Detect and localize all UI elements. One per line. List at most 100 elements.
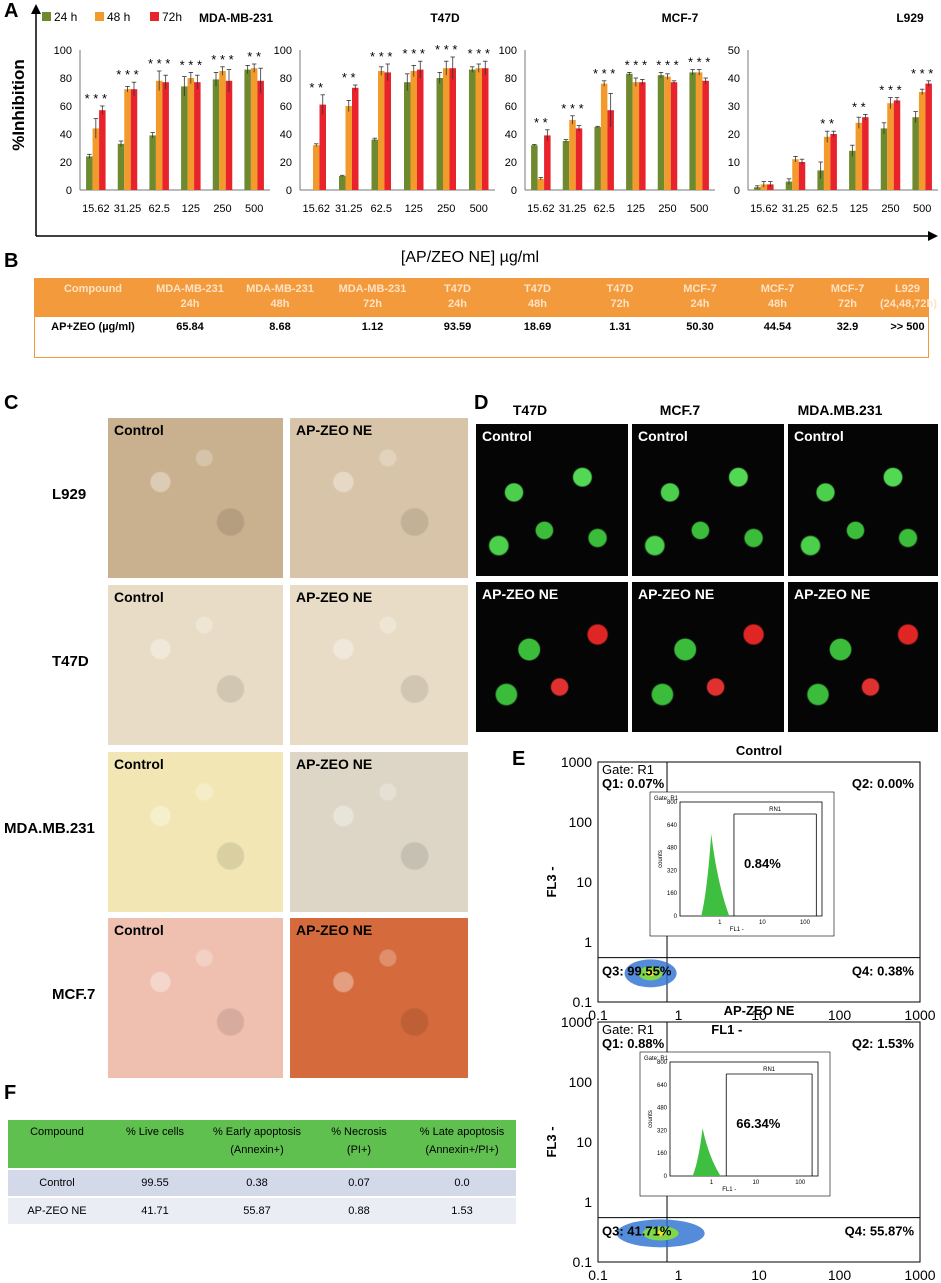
bar <box>569 120 576 190</box>
chart-title: MDA-MB-231 <box>199 11 273 25</box>
x-tick-label: 31.25 <box>335 203 363 215</box>
x-tick-label: 250 <box>881 203 899 215</box>
significance-marker: * * * <box>116 67 138 82</box>
inset-axes <box>679 801 823 917</box>
flow-frame <box>597 761 921 1003</box>
inset-y-tick: 640 <box>657 1083 668 1089</box>
x-tick-label: 250 <box>437 203 455 215</box>
x-tick-label: 31.25 <box>782 203 810 215</box>
significance-marker: * * <box>247 49 261 64</box>
y-tick-label: 50 <box>728 45 740 57</box>
inset-gate: Gate: R1 <box>644 1056 669 1062</box>
bar <box>124 89 131 190</box>
y-tick-label: 0 <box>734 185 740 197</box>
significance-marker: * * * <box>85 91 107 106</box>
legend-label: 72h <box>162 10 182 24</box>
legend-swatch <box>95 12 104 21</box>
bar <box>469 69 476 190</box>
ic50-header-cell: Compound <box>43 283 143 298</box>
fluorescence-column-label: MDA.MB.231 <box>797 402 883 418</box>
header-line: MDA-MB-231 <box>246 283 314 295</box>
bar <box>544 135 551 190</box>
apoptosis-value-cell: 0.0 <box>454 1177 470 1189</box>
bar <box>830 134 837 190</box>
ic50-header-cell: T47D 72h <box>580 283 660 310</box>
q4-label: Q4: 55.87% <box>845 1224 915 1239</box>
flow-title: AP-ZEO NE <box>724 1003 795 1018</box>
y-axis-arrow <box>31 4 41 14</box>
micrograph-label: AP-ZEO NE <box>482 586 559 602</box>
apoptosis-header-cell: % Necrosis (PI+) <box>310 1126 408 1156</box>
bar <box>475 68 482 190</box>
flow-x-label: FL1 - <box>711 1022 742 1037</box>
x-tick-label: 125 <box>405 203 423 215</box>
significance-marker: * * * <box>468 46 490 61</box>
y-tick-label: 60 <box>280 101 292 113</box>
y-axis-title: %Inhibition <box>9 59 28 151</box>
cell-line-label: MDA.MB.231 <box>4 820 95 837</box>
ic50-header-cell: MDA-MB-231 48h <box>235 283 325 310</box>
chart-mda-mb-231: MDA-MB-231 0 20 40 60 80 100 15.62 * * * 31.25 * *… <box>54 11 274 215</box>
bar <box>436 78 443 190</box>
apoptosis-header-cell: % Early apoptosis (Annexin+) <box>204 1126 310 1156</box>
micrograph-label: AP-ZEO NE <box>296 922 373 938</box>
control-micrograph: Control <box>108 418 283 578</box>
flow-y-tick: 0.1 <box>573 994 593 1010</box>
apoptosis-header-cell: % Live cells <box>106 1126 204 1144</box>
inset-y-tick: 320 <box>667 868 678 874</box>
rn1-label: RN1 <box>763 1067 776 1073</box>
q2-label: Q2: 0.00% <box>852 776 915 791</box>
bar <box>345 106 352 190</box>
flow-x-tick: 0.1 <box>588 1007 608 1023</box>
header-line: MCF-7 <box>760 283 795 295</box>
panel-label-b: B <box>4 250 19 272</box>
y-tick-label: 10 <box>728 157 740 169</box>
header-line: 24h <box>180 298 200 310</box>
header-line: Compound <box>30 1126 84 1138</box>
significance-marker: * * <box>309 80 323 95</box>
apoptosis-value-cell: 0.88 <box>348 1205 370 1217</box>
ic50-header-cell: MDA-MB-231 24h <box>145 283 235 310</box>
header-line: % Late apoptosis <box>419 1126 505 1138</box>
y-tick-label: 80 <box>505 73 517 85</box>
inset-percentage: 66.34% <box>736 1116 781 1131</box>
apoptosis-value-cell: 0.07 <box>348 1177 370 1189</box>
bar <box>702 80 709 190</box>
chart-title: T47D <box>430 11 460 25</box>
bar <box>664 76 671 190</box>
ic50-header-cell: MCF-7 24h <box>660 283 740 310</box>
x-tick-label: 250 <box>658 203 676 215</box>
significance-marker: * * * <box>561 101 583 116</box>
flow-y-tick: 1 <box>584 1194 592 1210</box>
x-tick-label: 15.62 <box>750 203 778 215</box>
micrograph-label: AP-ZEO NE <box>296 589 373 605</box>
flow-y-label: FL3 - <box>544 866 559 897</box>
x-tick-label: 125 <box>182 203 200 215</box>
bar <box>537 178 545 190</box>
bar <box>219 71 226 190</box>
x-tick-label: 500 <box>690 203 708 215</box>
flow-y-tick: 1 <box>584 934 592 950</box>
bar <box>149 135 156 190</box>
ic50-value-cell: 8.68 <box>269 321 291 333</box>
x-tick-label: 62.5 <box>371 203 392 215</box>
flow-x-tick: 100 <box>828 1007 852 1023</box>
inset-x-tick: 1 <box>710 1180 714 1186</box>
rn1-label: RN1 <box>769 807 782 813</box>
panel-label-c: C <box>4 392 19 414</box>
inset-x-tick: 10 <box>752 1180 759 1186</box>
histogram-peak <box>692 1128 721 1176</box>
x-tick-label: 125 <box>850 203 868 215</box>
x-tick-label: 15.62 <box>302 203 330 215</box>
control-micrograph: Control <box>108 918 283 1078</box>
treated-fluorescence-image: AP-ZEO NE <box>476 582 628 732</box>
flow-x-tick: 1 <box>675 1007 683 1023</box>
chart-mcf-7: MCF-7 0 20 40 60 80 100 15.62 * * 31.25 * * * 62.5 *… <box>499 11 715 215</box>
treated-micrograph: AP-ZEO NE <box>290 752 468 912</box>
bar <box>378 71 385 190</box>
significance-marker: * * * <box>593 66 615 81</box>
inset-y-tick: 800 <box>667 800 678 806</box>
micrograph-label: Control <box>114 922 164 938</box>
inset-frame <box>649 791 835 937</box>
